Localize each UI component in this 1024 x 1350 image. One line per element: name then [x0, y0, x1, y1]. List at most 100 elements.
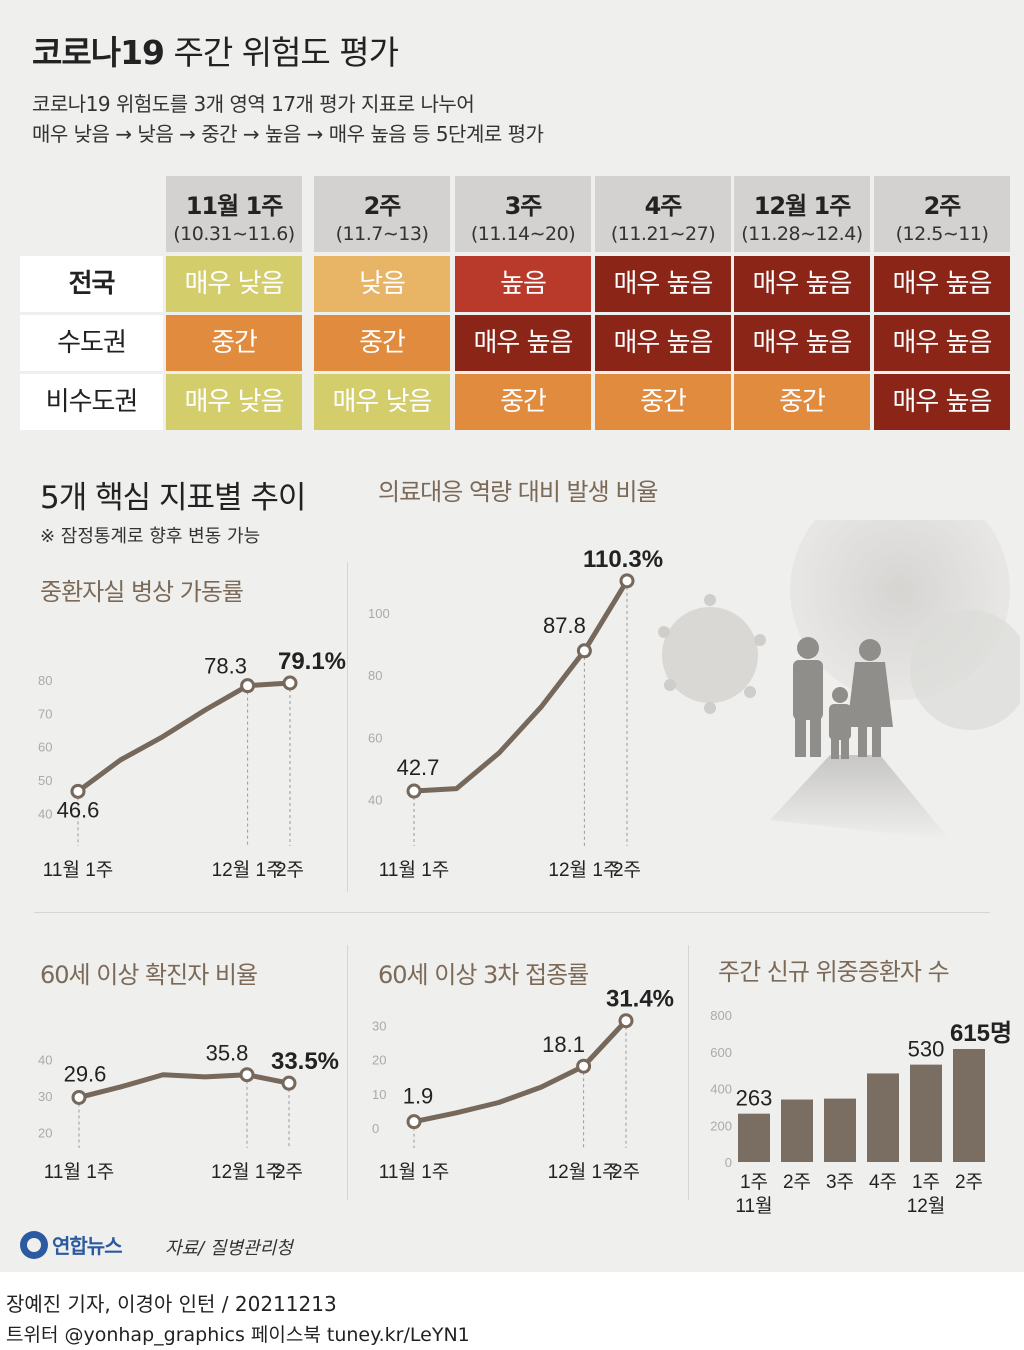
logo-mark-icon: [20, 1230, 48, 1259]
x-tick-label: 2주: [275, 1162, 303, 1183]
x-tick-label: 11월 1주: [379, 1161, 450, 1183]
risk-level-cell: 매우 높음: [874, 374, 1010, 430]
bar: [781, 1099, 813, 1162]
y-tick-label: 100: [368, 606, 390, 621]
data-point: [281, 1075, 297, 1091]
bar: [910, 1064, 942, 1162]
yonhap-logo: 연합뉴스: [20, 1230, 123, 1259]
x-tick-label: 2주: [613, 860, 641, 881]
x-tick-label: 2주: [276, 860, 304, 881]
x-tick-label: 2주: [783, 1172, 811, 1193]
y-tick-label: 70: [38, 706, 52, 721]
month-label: 12월: [907, 1195, 946, 1217]
y-tick-label: 30: [38, 1089, 52, 1104]
risk-level-cell: 매우 높음: [455, 315, 591, 371]
risk-level-cell: 매우 높음: [874, 256, 1010, 312]
y-tick-label: 0: [725, 1155, 732, 1170]
x-tick-label: 1주: [912, 1172, 940, 1193]
section-title: 5개 핵심 지표별 추이: [40, 480, 306, 516]
bar: [824, 1098, 856, 1162]
subtitle-line-1: 코로나19 위험도를 3개 영역 17개 평가 지표로 나누어: [32, 92, 475, 116]
data-label: 42.7: [397, 755, 440, 780]
week-header: 12월 1주 (11.28∼12.4): [734, 176, 870, 252]
x-tick-label: 2주: [612, 1162, 640, 1183]
y-tick-label: 40: [38, 1052, 52, 1067]
provisional-note: ※ 잠정통계로 향후 변동 가능: [40, 526, 261, 547]
data-point: [282, 675, 298, 691]
risk-level-cell: 매우 높음: [734, 256, 870, 312]
week-date-range: (12.5∼11): [895, 223, 989, 245]
data-point: [619, 573, 635, 589]
risk-level-cell: 중간: [455, 374, 591, 430]
risk-level-cell: 낮음: [314, 256, 450, 312]
data-label: 110.3%: [583, 546, 663, 573]
week-date-range: (11.14∼20): [470, 223, 576, 245]
series-line: [413, 579, 630, 794]
series-line: [78, 1072, 290, 1100]
divider: [347, 562, 348, 892]
chart-title-over60-share: 60세 이상 확진자 비율: [40, 961, 258, 989]
data-label: 78.3: [204, 654, 247, 679]
month-label: 11월: [735, 1195, 772, 1217]
y-tick-label: 30: [372, 1019, 386, 1034]
x-tick-label: 12월 1주: [548, 1161, 620, 1183]
bar: [738, 1113, 770, 1162]
x-tick-label: 3주: [826, 1172, 854, 1193]
x-tick-label: 12월 1주: [548, 859, 620, 881]
data-point: [576, 1058, 592, 1074]
data-label: 18.1: [542, 1032, 585, 1057]
x-tick-label: 4주: [869, 1172, 897, 1193]
data-point: [240, 678, 256, 694]
risk-level-cell: 매우 낮음: [166, 256, 302, 312]
x-tick-label: 11월 1주: [379, 859, 450, 881]
y-tick-label: 20: [38, 1126, 52, 1141]
y-tick-label: 40: [38, 806, 52, 821]
y-tick-label: 600: [710, 1045, 732, 1060]
risk-level-cell: 중간: [314, 315, 450, 371]
data-point: [406, 1114, 422, 1130]
week-date-range: (10.31∼11.6): [173, 223, 295, 245]
risk-level-cell: 매우 높음: [595, 256, 731, 312]
divider: [347, 945, 348, 1200]
week-header: 11월 1주 (10.31∼11.6): [166, 176, 302, 252]
data-label: 615명: [950, 1020, 1012, 1047]
week-date-range: (11.7∼13): [335, 223, 429, 245]
credit-line: 장예진 기자, 이경아 인턴 / 20211213: [6, 1292, 337, 1316]
week-header: 2주 (11.7∼13): [314, 176, 450, 252]
page-title: 코로나19 주간 위험도 평가: [32, 33, 399, 72]
divider: [688, 945, 689, 1200]
week-label: 11월 1주: [185, 192, 284, 220]
subtitle-line-2: 매우 낮음 → 낮음 → 중간 → 높음 → 매우 높음 등 5단계로 평가: [32, 122, 544, 146]
chart-title-icu: 중환자실 병상 가동률: [40, 578, 244, 606]
data-label: 263: [736, 1086, 773, 1111]
data-label: 87.8: [543, 613, 586, 638]
risk-level-cell: 매우 낮음: [166, 374, 302, 430]
region-label: 비수도권: [20, 374, 163, 430]
risk-level-cell: 중간: [595, 374, 731, 430]
series-line: [413, 1019, 628, 1125]
source-note: 자료/ 질병관리청: [165, 1238, 293, 1259]
data-point: [70, 783, 86, 799]
y-tick-label: 400: [710, 1082, 732, 1097]
risk-level-cell: 매우 높음: [734, 315, 870, 371]
week-date-range: (11.28∼12.4): [741, 223, 863, 245]
chart-title-capacity-ratio: 의료대응 역량 대비 발생 비율: [378, 478, 658, 506]
week-header: 2주 (12.5∼11): [874, 176, 1010, 252]
risk-level-cell: 중간: [166, 315, 302, 371]
week-header: 3주 (11.14∼20): [455, 176, 591, 252]
week-label: 3주: [504, 192, 543, 220]
y-tick-label: 60: [38, 740, 52, 755]
week-label: 2주: [363, 192, 402, 220]
x-tick-label: 11월 1주: [43, 859, 114, 881]
data-label: 79.1%: [278, 648, 346, 675]
data-point: [406, 783, 422, 799]
series-line: [76, 680, 291, 794]
y-tick-label: 40: [368, 792, 382, 807]
x-tick-label: 12월 1주: [212, 859, 284, 881]
y-tick-label: 10: [372, 1087, 386, 1102]
data-point: [576, 643, 592, 659]
region-label: 수도권: [20, 315, 163, 371]
week-label: 2주: [923, 192, 962, 220]
x-tick-label: 2주: [955, 1172, 983, 1193]
risk-level-cell: 높음: [455, 256, 591, 312]
